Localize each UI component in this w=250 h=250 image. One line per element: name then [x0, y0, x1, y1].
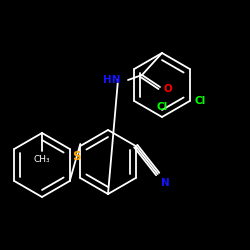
Text: N: N [161, 178, 170, 188]
Text: S: S [72, 150, 80, 163]
Text: Cl: Cl [156, 102, 168, 112]
Text: CH₃: CH₃ [34, 155, 50, 164]
Text: O: O [163, 84, 172, 94]
Text: Cl: Cl [195, 96, 206, 106]
Text: HN: HN [102, 75, 120, 85]
